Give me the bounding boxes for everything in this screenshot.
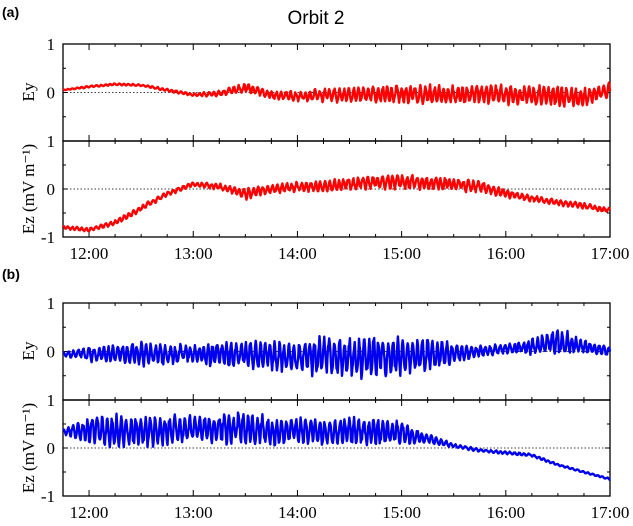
y-tick-label: -1 — [41, 487, 55, 506]
x-tick-label: 13:00 — [174, 244, 213, 263]
panel-b-ey-axes: 01 — [47, 294, 612, 401]
x-tick-label: 16:00 — [486, 503, 525, 522]
y-tick-label: 1 — [47, 35, 56, 54]
x-tick-label: 15:00 — [382, 244, 421, 263]
x-tick-label: 17:00 — [591, 244, 630, 263]
x-tick-label: 12:00 — [70, 503, 109, 522]
y-tick-label: 0 — [47, 180, 56, 199]
x-tick-label: 13:00 — [174, 503, 213, 522]
y-tick-label: -1 — [41, 228, 55, 247]
panel-a-ey-ylabel: Ey — [19, 82, 38, 101]
x-tick-label: 14:00 — [278, 244, 317, 263]
panel-b-ez-axes: -1 0 1 12:00 13:00 14:00 15:00 16:00 17:00 — [41, 391, 630, 522]
y-tick-label: 0 — [47, 439, 56, 458]
x-tick-label: 14:00 — [278, 503, 317, 522]
panel-a-ez-axes: -1 0 1 12:00 13:00 14:00 15:00 16:00 17:00 — [41, 132, 630, 263]
y-tick-label: 1 — [47, 294, 56, 313]
panel-b-label: (b) — [2, 266, 20, 282]
panel-a-ez-ylabel: Ez (mV m⁻¹) — [19, 144, 38, 234]
panel-b-ez-ylabel: Ez (mV m⁻¹) — [19, 403, 38, 493]
x-tick-label: 15:00 — [382, 503, 421, 522]
x-tick-label: 17:00 — [591, 503, 630, 522]
y-tick-label: 1 — [47, 391, 56, 410]
series-line — [62, 173, 611, 233]
panel-a-ey-axes: 01 — [47, 35, 612, 142]
y-tick-label: 1 — [47, 132, 56, 151]
series-line — [62, 411, 611, 481]
series-line — [62, 329, 612, 381]
y-tick-label: 0 — [47, 84, 56, 103]
y-tick-label: 0 — [47, 343, 56, 362]
panel-a-label: (a) — [2, 4, 19, 20]
figure-title: Orbit 2 — [287, 8, 344, 29]
x-tick-label: 12:00 — [70, 244, 109, 263]
x-tick-label: 16:00 — [486, 244, 525, 263]
series-line — [62, 81, 612, 108]
panel-b-ey-ylabel: Ey — [19, 341, 38, 360]
